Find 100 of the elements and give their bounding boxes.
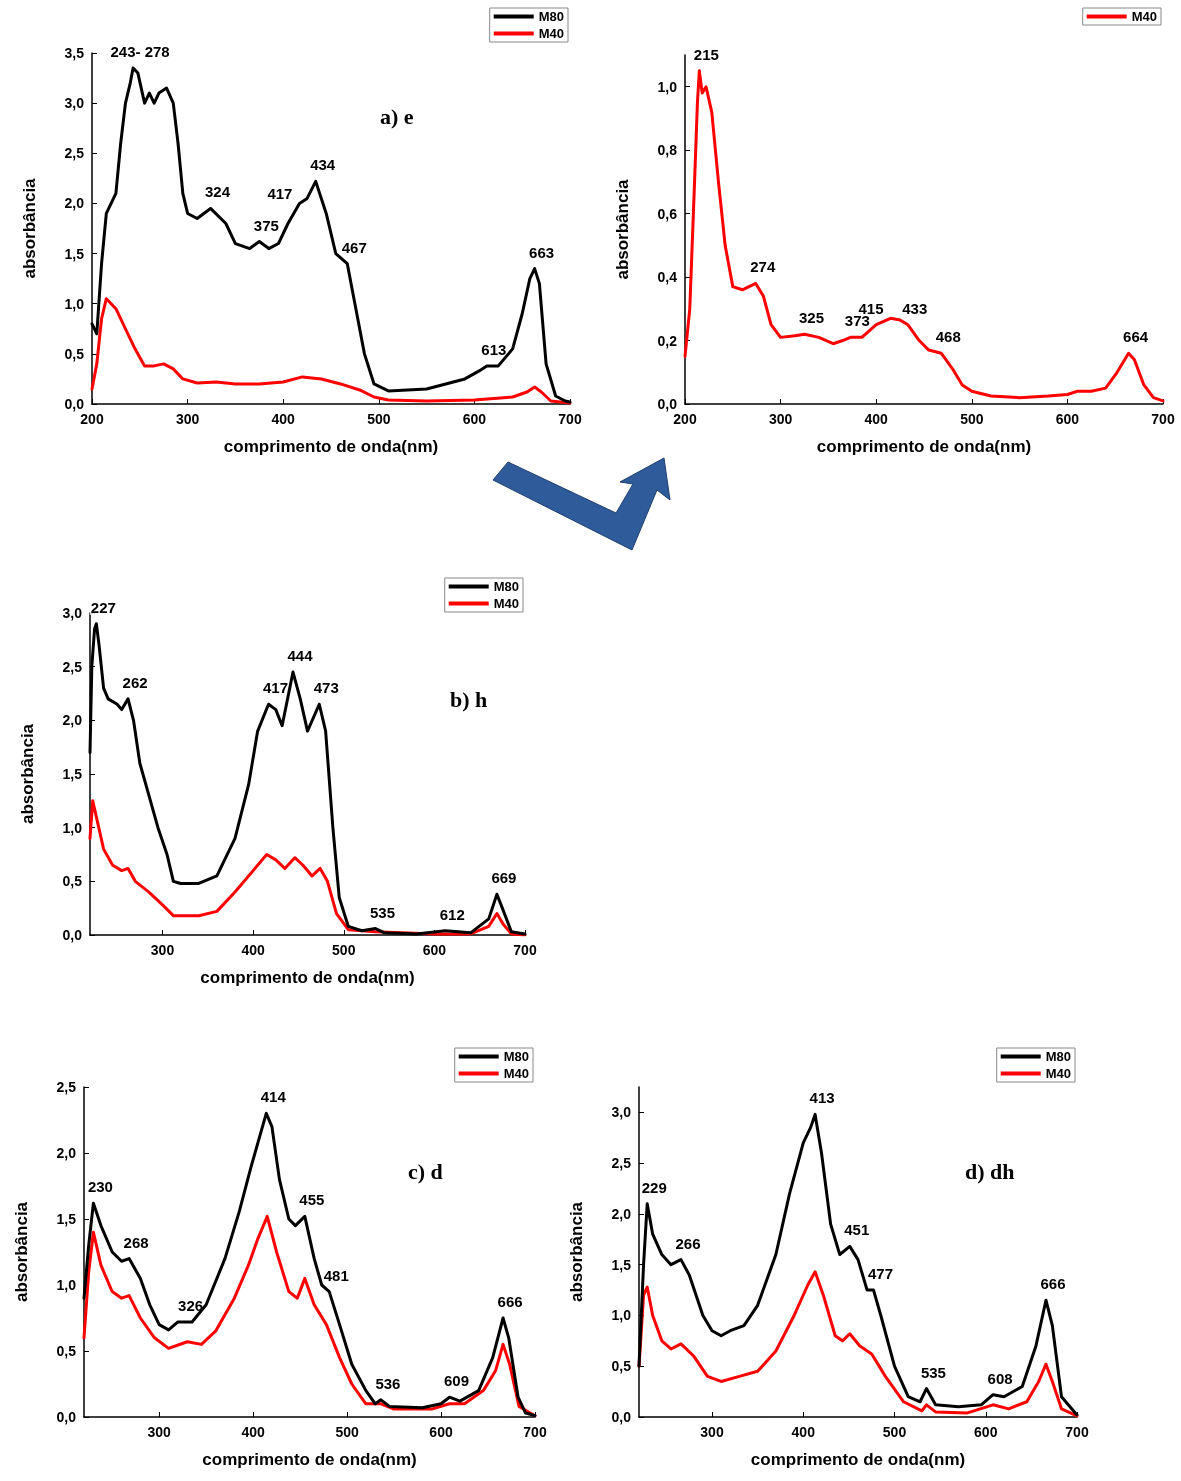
x-tick-label: 500 [335,1424,359,1440]
y-tick-label: 0,5 [64,345,85,362]
annotation: 666 [1040,1275,1066,1293]
legend-label: M40 [1131,9,1158,24]
annotation: 613 [481,340,507,358]
annotation: 481 [323,1266,349,1284]
x-tick-label: 300 [175,411,200,427]
legend-label: M40 [493,596,520,611]
x-tick-label: 600 [462,411,487,427]
y-tick-label: 3,5 [64,45,85,61]
x-axis-title: comprimento de onda(nm) [200,968,415,987]
x-tick-label: 200 [80,411,104,427]
x-tick-label: 400 [791,1424,816,1440]
y-tick-label: 0,2 [657,332,678,349]
annotation: 414 [260,1088,287,1106]
annotation: 417 [267,184,293,202]
annotation: 467 [341,238,367,256]
y-tick-label: 0,0 [62,927,83,943]
legend-label: M80 [538,9,565,24]
x-tick-label: 300 [150,942,175,958]
x-tick-label: 600 [429,1424,453,1440]
y-tick-label: 0,6 [657,205,678,222]
y-axis-title: absorbância [567,1201,586,1303]
y-tick-label: 0,5 [56,1343,77,1359]
y-tick-label: 2,5 [56,1079,77,1095]
x-tick-label: 300 [700,1424,724,1440]
annotation: 215 [693,45,719,63]
annotation: 612 [439,905,465,923]
x-tick-label: 700 [1065,1424,1089,1440]
y-tick-label: 0,0 [657,396,678,412]
y-tick-label: 1,5 [62,766,83,782]
x-axis-title: comprimento de onda(nm) [202,1450,417,1469]
annotation: 609 [443,1372,470,1390]
y-axis-title: absorbância [20,177,39,279]
y-tick-label: 2,5 [62,658,83,675]
annotation: 473 [313,679,339,697]
annotation: 535 [369,903,395,921]
x-tick-label: 700 [523,1424,547,1440]
y-tick-label: 2,0 [64,195,85,212]
annotation: 468 [935,328,961,346]
annotation: 227 [90,598,116,616]
text: c) d [408,1158,443,1184]
legend-label: M40 [1045,1066,1072,1081]
annotation: 608 [987,1369,1013,1387]
legend-label: M40 [538,26,565,41]
annotation: 274 [750,258,776,276]
y-tick-label: 3,0 [62,605,83,621]
x-tick-label: 400 [241,1424,266,1440]
y-tick-label: 0,5 [611,1358,632,1375]
x-tick-label: 500 [882,1424,907,1440]
y-tick-label: 3,0 [64,95,85,112]
y-tick-label: 1,5 [611,1256,632,1273]
x-tick-label: 300 [768,411,793,427]
annotation: 266 [675,1234,701,1252]
y-tick-label: 1,5 [56,1211,77,1227]
annotation: 477 [868,1265,894,1283]
y-tick-label: 2,0 [611,1205,632,1222]
y-tick-label: 0,5 [62,873,83,890]
x-tick-label: 600 [422,942,447,958]
annotation: 375 [253,216,279,234]
annotation: 326 [178,1296,204,1314]
annotation: 444 [287,647,314,665]
annotation: 434 [310,156,336,174]
legend-label: M80 [503,1049,530,1064]
x-tick-label: 500 [367,411,391,427]
annotation: 536 [375,1374,401,1392]
text: d) dh [965,1158,1015,1184]
x-tick-label: 500 [960,411,984,427]
y-tick-label: 2,0 [62,712,83,729]
annotation: 230 [87,1178,113,1196]
annotation: 666 [497,1293,523,1310]
annotation: 324 [205,183,231,201]
y-tick-label: 1,0 [56,1277,77,1293]
x-tick-label: 400 [271,411,296,427]
y-tick-label: 0,4 [657,269,678,286]
x-tick-label: 500 [332,942,356,958]
legend-label: M80 [493,579,520,594]
annotation: 262 [122,673,148,691]
x-tick-label: 200 [673,411,697,427]
x-tick-label: 400 [864,411,889,427]
x-tick-label: 600 [974,1424,998,1440]
y-axis-title: absorbância [18,723,37,825]
y-tick-label: 0,0 [64,396,85,412]
y-tick-label: 2,5 [64,145,85,162]
text: a) e [380,103,414,129]
x-axis-title: comprimento de onda(nm) [750,1450,966,1469]
x-tick-label: 700 [1151,411,1175,427]
annotation: 229 [641,1178,667,1196]
y-tick-label: 2,5 [611,1155,632,1172]
legend-label: M40 [503,1066,530,1081]
y-tick-label: 1,0 [64,295,85,312]
annotation: 268 [123,1233,149,1251]
y-axis-title: absorbância [12,1201,31,1303]
annotation: 243- 278 [110,43,170,61]
annotation: 417 [263,679,289,697]
text: b) h [450,686,488,712]
annotation: 664 [1123,328,1149,346]
x-tick-label: 400 [241,942,266,958]
y-tick-label: 3,0 [611,1104,632,1121]
y-tick-label: 0,0 [56,1409,77,1425]
